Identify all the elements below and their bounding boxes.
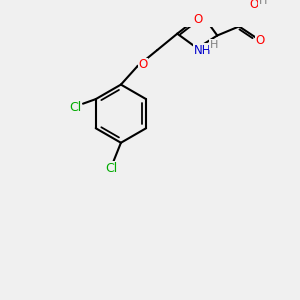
Text: H: H	[209, 40, 218, 50]
Text: H: H	[259, 0, 267, 6]
Text: O: O	[138, 58, 147, 71]
Text: NH: NH	[194, 44, 211, 57]
Text: O: O	[255, 34, 265, 46]
Text: O: O	[249, 0, 258, 11]
Text: Cl: Cl	[70, 101, 82, 114]
Text: O: O	[194, 13, 203, 26]
Text: Cl: Cl	[106, 162, 118, 175]
